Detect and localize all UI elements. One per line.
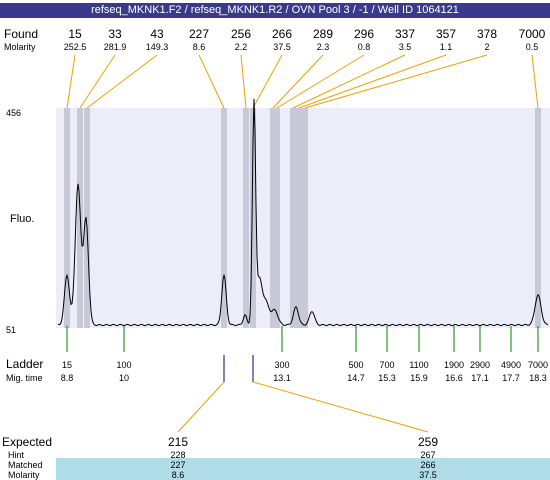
found-connector	[298, 54, 447, 109]
ladder-time: 13.1	[273, 373, 291, 383]
molarity-bottom-label: Molarity	[8, 470, 40, 480]
found-molarity: 2	[484, 42, 489, 52]
found-size: 296	[354, 27, 374, 41]
found-band	[296, 108, 302, 328]
found-band	[84, 108, 90, 328]
found-molarity: 281.9	[104, 42, 127, 52]
found-molarity: 8.6	[193, 42, 206, 52]
y-bottom-label: 51	[6, 325, 16, 335]
expected-size: 259	[418, 435, 438, 449]
found-band	[290, 108, 296, 328]
ladder-time: 17.7	[502, 373, 520, 383]
ladder-size: 300	[274, 360, 289, 370]
found-size: 33	[108, 27, 122, 41]
ladder-label: Ladder	[6, 357, 43, 371]
ladder-time: 15.9	[410, 373, 428, 383]
expected-connector	[177, 381, 225, 433]
hint-label: Hint	[8, 450, 25, 460]
found-band	[64, 108, 70, 328]
ladder-time: 18.3	[529, 373, 547, 383]
ladder-size: 4900	[501, 360, 521, 370]
found-connector	[292, 54, 406, 109]
found-connector	[86, 54, 158, 109]
molarity-value: 8.6	[172, 470, 185, 480]
ladder-size: 2900	[470, 360, 490, 370]
found-connector	[198, 54, 225, 109]
found-band	[274, 108, 280, 328]
found-connector	[252, 54, 283, 109]
found-band	[221, 108, 227, 328]
found-connector	[240, 54, 247, 109]
found-connector	[79, 54, 116, 109]
ladder-size: 15	[62, 360, 72, 370]
found-band	[243, 108, 249, 328]
found-label: Found	[4, 27, 38, 41]
molarity-label: Molarity	[4, 42, 36, 52]
ladder-time: 10	[119, 373, 129, 383]
ladder-size: 500	[348, 360, 363, 370]
mig-time-label: Mig. time	[6, 373, 43, 383]
matched-row-background	[56, 458, 550, 480]
found-size: 266	[272, 27, 292, 41]
found-connector	[66, 54, 76, 109]
found-molarity: 149.3	[146, 42, 169, 52]
matched-value: 227	[170, 460, 185, 470]
found-band	[535, 108, 541, 328]
fluo-label: Fluo.	[10, 213, 34, 225]
found-molarity: 2.3	[317, 42, 330, 52]
found-connector	[531, 54, 539, 109]
found-size: 357	[436, 27, 456, 41]
found-connector	[276, 54, 365, 109]
found-size: 289	[313, 27, 333, 41]
molarity-value: 37.5	[419, 470, 437, 480]
ladder-time: 16.6	[445, 373, 463, 383]
found-size: 7000	[519, 27, 546, 41]
matched-value: 266	[420, 460, 435, 470]
found-molarity: 0.5	[526, 42, 539, 52]
found-connector	[304, 54, 488, 109]
chart-title: refseq_MKNK1.F2 / refseq_MKNK1.R2 / OVN …	[0, 3, 550, 18]
ladder-time: 15.3	[378, 373, 396, 383]
found-connector	[272, 54, 324, 109]
found-size: 43	[150, 27, 164, 41]
ladder-time: 17.1	[471, 373, 489, 383]
found-molarity: 0.8	[358, 42, 371, 52]
ladder-size: 1900	[444, 360, 464, 370]
found-molarity: 1.1	[440, 42, 453, 52]
found-band	[302, 108, 308, 328]
found-molarity: 3.5	[399, 42, 412, 52]
found-size: 227	[189, 27, 209, 41]
fluorescence-trace	[57, 98, 549, 327]
found-molarity: 37.5	[273, 42, 291, 52]
hint-value: 267	[420, 450, 435, 460]
found-band	[270, 108, 276, 328]
y-top-label: 456	[6, 108, 21, 118]
ladder-size: 7000	[528, 360, 548, 370]
found-band	[250, 108, 256, 328]
ladder-time: 8.8	[61, 373, 74, 383]
ladder-size: 100	[116, 360, 131, 370]
found-size: 337	[395, 27, 415, 41]
hint-value: 228	[170, 450, 185, 460]
expected-connector	[252, 381, 429, 433]
found-size: 15	[68, 27, 82, 41]
found-size: 256	[231, 27, 251, 41]
expected-size: 215	[168, 435, 188, 449]
found-molarity: 252.5	[64, 42, 87, 52]
expected-label: Expected	[2, 435, 52, 449]
matched-label: Matched	[8, 460, 43, 470]
found-molarity: 2.2	[235, 42, 248, 52]
ladder-size: 700	[379, 360, 394, 370]
ladder-size: 1100	[409, 360, 428, 370]
ladder-time: 14.7	[347, 373, 365, 383]
found-size: 378	[477, 27, 497, 41]
